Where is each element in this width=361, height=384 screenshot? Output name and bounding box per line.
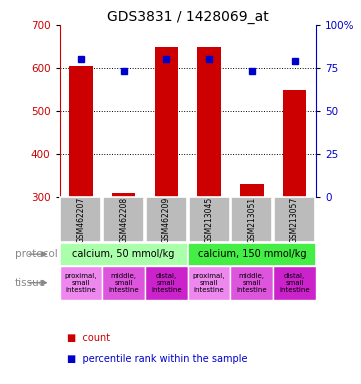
Text: calcium, 150 mmol/kg: calcium, 150 mmol/kg [197, 249, 306, 259]
Text: middle,
small
intestine: middle, small intestine [236, 273, 267, 293]
Bar [145, 266, 188, 300]
Bar [103, 197, 144, 242]
Bar [273, 266, 316, 300]
Bar [102, 266, 145, 300]
Bar [112, 193, 135, 197]
Text: GSM462207: GSM462207 [77, 197, 86, 243]
Bar [60, 266, 102, 300]
Text: GSM462208: GSM462208 [119, 197, 128, 243]
Text: GSM462209: GSM462209 [162, 197, 171, 243]
Text: proximal,
small
intestine: proximal, small intestine [193, 273, 225, 293]
Bar [60, 197, 101, 242]
Bar [146, 197, 187, 242]
Text: GSM213045: GSM213045 [205, 197, 214, 243]
Text: proximal,
small
intestine: proximal, small intestine [65, 273, 97, 293]
Text: calcium, 50 mmol/kg: calcium, 50 mmol/kg [73, 249, 175, 259]
Bar [240, 184, 264, 197]
Bar [155, 47, 178, 197]
Text: protocol: protocol [15, 249, 57, 259]
Bar [188, 243, 316, 266]
Text: ■  percentile rank within the sample: ■ percentile rank within the sample [67, 354, 247, 364]
Text: distal,
small
intestine: distal, small intestine [279, 273, 310, 293]
Text: tissue: tissue [15, 278, 46, 288]
Bar [230, 266, 273, 300]
Text: ■  count: ■ count [67, 333, 110, 343]
Bar [274, 197, 315, 242]
Bar [283, 90, 306, 197]
Text: GSM213051: GSM213051 [247, 197, 256, 243]
Bar [188, 197, 230, 242]
Text: middle,
small
intestine: middle, small intestine [108, 273, 139, 293]
Bar [188, 266, 230, 300]
Bar [60, 243, 188, 266]
Bar [197, 47, 221, 197]
Bar [231, 197, 272, 242]
Text: GSM213057: GSM213057 [290, 197, 299, 243]
Bar [69, 66, 93, 197]
Title: GDS3831 / 1428069_at: GDS3831 / 1428069_at [107, 10, 269, 24]
Text: distal,
small
intestine: distal, small intestine [151, 273, 182, 293]
